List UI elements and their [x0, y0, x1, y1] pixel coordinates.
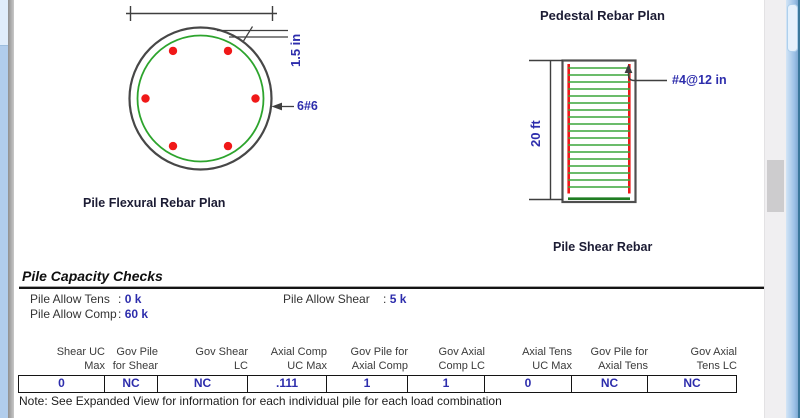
col-header-gov-shear-lc: Gov Shear LC: [195, 346, 248, 372]
allow-comp-value: 60 k: [124, 307, 149, 321]
allow-tens-label: Pile Allow Tens: [30, 292, 110, 306]
window-scrollbar-thumb[interactable]: [787, 4, 798, 52]
pile-flexural-plan-title: Pile Flexural Rebar Plan: [83, 196, 226, 210]
allow-shear-row: Pile Allow Shear: 5 k: [283, 292, 406, 306]
value-axial-comp-uc: .111: [248, 375, 327, 392]
colon: :: [118, 292, 122, 306]
value-gov-pile-axial-tens: NC: [572, 375, 648, 392]
allow-shear-value: 5 k: [389, 292, 407, 306]
pedestal-height-label: 20 ft: [528, 120, 543, 147]
value-shear-uc-max: 0: [18, 375, 105, 392]
value-axial-tens-uc: 0: [485, 375, 572, 392]
tie-spacing-label: #4@12 in: [672, 73, 727, 87]
allow-tens-value: 0 k: [124, 292, 142, 306]
col-header-axial-comp-uc: Axial Comp UC Max: [270, 346, 327, 372]
cover-dimension-tick: [242, 26, 254, 42]
drawing-linework: [19, 6, 764, 289]
col-header-gov-pile-axial-tens: Gov Pile for Axial Tens: [590, 346, 648, 372]
allow-shear-label: Pile Allow Shear: [283, 292, 370, 306]
value-gov-pile-axial-comp: 1: [327, 375, 408, 392]
cover-dimension-lines: [217, 29, 288, 38]
pedestal-rebar-plan-title: Pedestal Rebar Plan: [540, 8, 665, 23]
allow-comp-label: Pile Allow Comp: [30, 307, 117, 321]
pedestal-drawing: [529, 59, 667, 204]
value-gov-shear-lc: NC: [158, 375, 248, 392]
value-gov-pile-shear: NC: [105, 375, 158, 392]
left-scrollbar-thumb[interactable]: [0, 0, 8, 46]
allow-tens-row: Pile Allow Tens: 0 k: [30, 292, 141, 306]
colon: :: [118, 307, 122, 321]
tie-callout-arrowhead: [624, 64, 633, 73]
cover-dimension-label: 1.5 in: [288, 33, 303, 67]
pile-capacity-checks-heading: Pile Capacity Checks: [22, 268, 163, 284]
col-header-gov-pile-axial-comp: Gov Pile for Axial Comp: [350, 346, 408, 372]
window-scrollbar-track[interactable]: [786, 0, 800, 418]
table-note: Note: See Expanded View for information …: [19, 394, 502, 408]
diameter-dimension-line: [126, 6, 277, 21]
col-header-gov-pile-shear: Gov Pile for Shear: [112, 346, 158, 372]
col-header-shear-uc-max: Shear UC Max: [56, 346, 105, 372]
pile-flexural-drawing: [126, 6, 294, 171]
rebar-dots: [141, 46, 260, 151]
left-scrollbar-track[interactable]: [0, 0, 8, 418]
shear-tie-lines: [568, 67, 630, 188]
col-header-gov-axial-tens-lc: Gov Axial Tens LC: [690, 346, 737, 372]
spiral-tie-circle: [136, 34, 265, 163]
panel-divider: [8, 0, 14, 418]
results-table-values: 0 NC NC .111 1 1 0 NC NC: [18, 374, 737, 393]
colon: :: [383, 292, 387, 306]
report-scrollbar-track[interactable]: [764, 0, 787, 418]
value-gov-axial-tens-lc: NC: [648, 375, 737, 392]
height-dimension-line: [529, 59, 563, 201]
value-gov-axial-comp-lc: 1: [408, 375, 485, 392]
bar-callout-arrowhead: [271, 102, 282, 111]
pile-outline: [128, 26, 273, 171]
pile-shear-rebar-title: Pile Shear Rebar: [553, 240, 653, 254]
allow-comp-row: Pile Allow Comp: 60 k: [30, 307, 148, 321]
flexural-bar-callout-label: 6#6: [297, 99, 318, 113]
col-header-axial-tens-uc: Axial Tens UC Max: [522, 346, 572, 372]
results-table-header: Shear UC Max Gov Pile for Shear Gov Shea…: [18, 346, 737, 373]
col-header-gov-axial-comp-lc: Gov Axial Comp LC: [438, 346, 485, 372]
report-scrollbar-thumb[interactable]: [767, 160, 784, 212]
tie-callout-leader: [627, 70, 667, 82]
longitudinal-bars: [567, 64, 631, 194]
